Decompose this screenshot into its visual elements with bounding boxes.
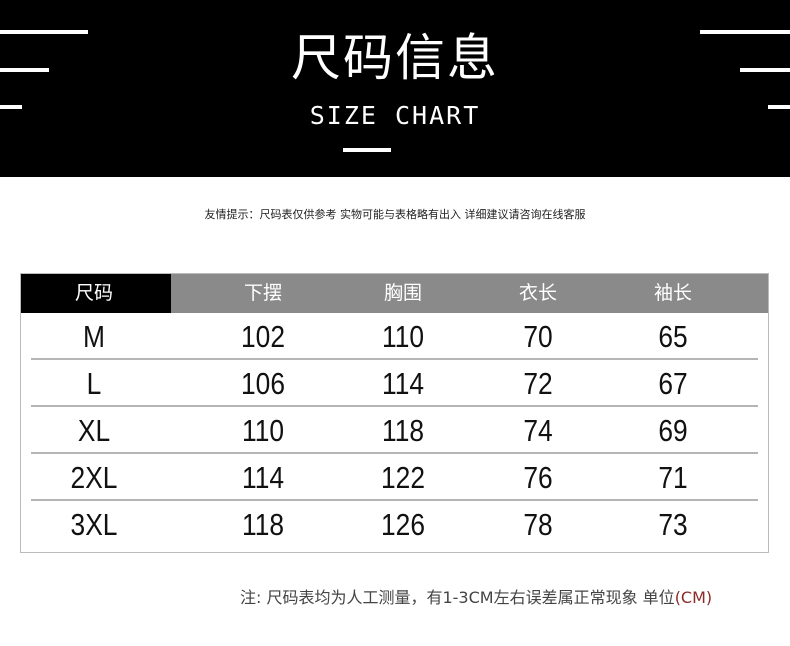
- table-row: 3XL 118 126 78 73: [21, 501, 768, 548]
- measure-cell: 72: [523, 366, 553, 401]
- measure-cell: 110: [381, 319, 424, 354]
- measure-cell: 122: [381, 460, 425, 495]
- measure-cell: 78: [523, 507, 553, 542]
- size-cell: 3XL: [70, 507, 118, 542]
- unit-label: (CM): [674, 588, 713, 607]
- table-header: 尺码 下摆 胸围 衣长 袖长: [21, 274, 768, 313]
- header-cell: 衣长: [518, 282, 557, 304]
- decor-line: [768, 105, 790, 109]
- measure-cell: 114: [381, 366, 424, 401]
- measure-cell: 70: [523, 319, 553, 354]
- decor-line: [0, 30, 88, 34]
- measure-cell: 118: [381, 413, 424, 448]
- measure-cell: 126: [381, 507, 425, 542]
- table-row: 2XL 114 122 76 71: [21, 454, 768, 501]
- measure-cell: 102: [241, 319, 285, 354]
- decor-line: [700, 30, 790, 34]
- row-divider: [31, 452, 758, 454]
- header-cell: 尺码: [74, 282, 113, 304]
- decor-dash: [343, 148, 391, 152]
- size-table: 尺码 下摆 胸围 衣长 袖长 M 102 110 70 65 L 106 114 72 67 XL 1…: [20, 273, 769, 553]
- tip-text: 友情提示：尺码表仅供参考 实物可能与表格略有出入 详细建议请咨询在线客服: [204, 208, 586, 221]
- table-row: M 102 110 70 65: [21, 313, 768, 360]
- measure-cell: 67: [658, 366, 688, 401]
- measure-cell: 106: [241, 366, 285, 401]
- size-cell: L: [86, 366, 102, 401]
- size-cell: 2XL: [70, 460, 118, 495]
- measure-cell: 69: [658, 413, 688, 448]
- header-cell: 下摆: [243, 282, 282, 304]
- footnote-text: 注: 尺码表均为人工测量，有1-3CM左右误差属正常现象 单位: [240, 588, 675, 607]
- header-cell: 袖长: [653, 282, 692, 304]
- table-row: XL 110 118 74 69: [21, 407, 768, 454]
- decor-line: [0, 68, 49, 72]
- decor-line: [0, 105, 22, 109]
- measure-cell: 74: [523, 413, 553, 448]
- measure-cell: 114: [241, 460, 284, 495]
- header-size-cell: [21, 274, 171, 313]
- measure-cell: 73: [658, 507, 688, 542]
- measure-cell: 118: [241, 507, 284, 542]
- banner-title: 尺码信息: [291, 29, 499, 87]
- measure-cell: 76: [523, 460, 553, 495]
- size-cell: XL: [77, 413, 111, 448]
- footnote: 注: 尺码表均为人工测量，有1-3CM左右误差属正常现象 单位(CM): [240, 584, 712, 608]
- header-cell: 胸围: [383, 282, 422, 304]
- row-divider: [31, 405, 758, 407]
- banner: 尺码信息 SIZE CHART: [0, 0, 790, 177]
- size-cell: M: [83, 319, 105, 354]
- table-row: L 106 114 72 67: [21, 360, 768, 407]
- measure-cell: 110: [241, 413, 284, 448]
- decor-line: [740, 68, 790, 72]
- measure-cell: 65: [658, 319, 688, 354]
- row-divider: [31, 358, 758, 360]
- row-divider: [31, 499, 758, 501]
- banner-subtitle: SIZE CHART: [309, 101, 481, 130]
- measure-cell: 71: [658, 460, 688, 495]
